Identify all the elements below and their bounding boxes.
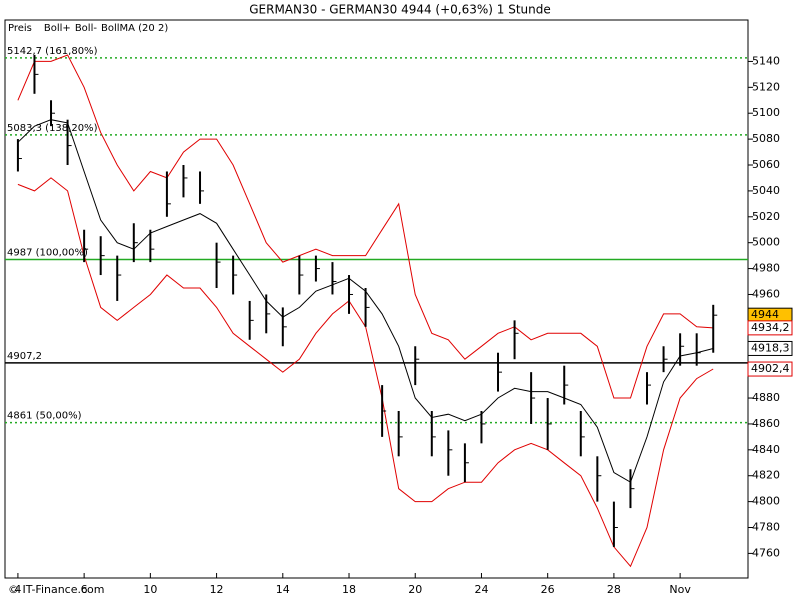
price-bar (662, 346, 668, 373)
price-bar (596, 456, 602, 502)
price-bar (314, 255, 320, 282)
legend-entry: Boll+ (44, 23, 71, 34)
price-bar (646, 372, 652, 405)
last-value-box (747, 320, 793, 336)
level-label: 4907,2 (7, 351, 42, 362)
last-value-label: 4944 (751, 308, 779, 321)
last-value-box (747, 340, 793, 356)
price-bar (331, 262, 337, 295)
x-tick-label: Nov (669, 583, 691, 596)
x-tick-label: 18 (342, 583, 356, 596)
y-tick-label: 4880 (752, 391, 780, 404)
price-bar (546, 398, 552, 450)
y-tick-label: 4760 (752, 546, 780, 559)
price-bar (132, 223, 138, 263)
price-bar (679, 333, 685, 366)
level-label: 4987 (100,00%) (7, 248, 88, 259)
last-value-label: 4902,4 (751, 362, 790, 375)
band-line (17, 54, 714, 399)
legend-entry: Boll- (75, 23, 98, 34)
price-bar (50, 100, 56, 127)
price-bar (513, 320, 519, 360)
y-tick-label: 5040 (752, 184, 780, 197)
price-bar (232, 255, 238, 295)
y-tick-label: 4860 (752, 417, 780, 430)
price-bar (463, 443, 469, 483)
price-bar (447, 430, 453, 476)
y-tick-label: 4820 (752, 469, 780, 482)
price-bar (364, 287, 370, 327)
price-bar (182, 165, 188, 198)
x-tick-label: 26 (541, 583, 555, 596)
y-tick-label: 4840 (752, 443, 780, 456)
price-bar (612, 501, 618, 547)
x-tick-label: 28 (607, 583, 621, 596)
y-tick-label: 4980 (752, 262, 780, 275)
price-bar (265, 294, 271, 334)
price-bar (149, 229, 155, 263)
chart-title: GERMAN30 - GERMAN30 4944 (+0,63%) 1 Stun… (249, 3, 551, 17)
legend-entry: Preis (8, 23, 32, 34)
last-value-label: 4934,2 (751, 321, 790, 334)
price-bar (381, 385, 387, 437)
x-tick-label: 10 (143, 583, 157, 596)
y-tick-label: 5060 (752, 158, 780, 171)
y-tick-label: 4800 (752, 495, 780, 508)
x-tick-label: 20 (408, 583, 422, 596)
y-tick-label: 5100 (752, 106, 780, 119)
y-tick-label: 5140 (752, 54, 780, 67)
last-value-box (747, 361, 793, 377)
price-bar (215, 242, 221, 288)
level-label: 5142,7 (161,80%) (7, 46, 98, 57)
y-tick-label: 5120 (752, 80, 780, 93)
price-bar (281, 307, 287, 347)
y-tick-label: 5020 (752, 210, 780, 223)
price-bar (16, 139, 22, 172)
footer: © IT-Finance.com (8, 583, 105, 596)
price-bar (430, 410, 436, 457)
y-tick-label: 4780 (752, 521, 780, 534)
price-bar (695, 333, 701, 366)
price-bar (629, 469, 635, 509)
price-bar (497, 352, 503, 392)
plot-frame (4, 19, 749, 579)
x-tick-label: 14 (276, 583, 290, 596)
price-bar (414, 346, 420, 386)
price-bar (530, 372, 536, 424)
price-bar (99, 236, 105, 276)
x-tick-label: 12 (210, 583, 224, 596)
last-value-label: 4918,3 (751, 341, 790, 354)
y-tick-label: 5080 (752, 132, 780, 145)
price-bar (165, 171, 171, 217)
level-label: 4861 (50,00%) (7, 411, 82, 422)
x-tick-label: 4 (14, 583, 21, 596)
price-bar (579, 410, 585, 457)
price-bar (397, 410, 403, 457)
x-tick-label: 6 (81, 583, 88, 596)
price-bar (66, 119, 72, 166)
price-bar (199, 171, 205, 204)
level-label: 5083,3 (138,20%) (7, 123, 98, 134)
price-bar (348, 275, 354, 314)
legend-entry: BollMA (20 2) (101, 23, 168, 34)
x-tick-label: 24 (474, 583, 488, 596)
price-bar (480, 410, 486, 444)
price-bar (563, 365, 569, 405)
y-tick-label: 5000 (752, 236, 780, 249)
price-bar (712, 304, 718, 353)
price-bar (298, 255, 304, 295)
y-tick-label: 4960 (752, 287, 780, 300)
price-bar (83, 229, 89, 263)
price-bar (116, 255, 122, 301)
price-bar (33, 54, 39, 94)
price-bar (248, 300, 254, 340)
